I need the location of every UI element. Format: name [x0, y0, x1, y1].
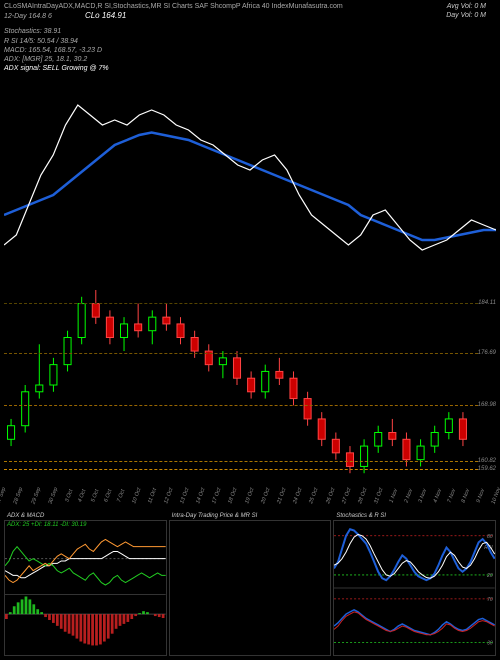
svg-text:30: 30	[487, 640, 493, 646]
chart-header: CLoSMAIntraDayADX,MACD,R SI,Stochastics,…	[4, 2, 496, 73]
adx-readout: ADX: 25 +DI: 18.11 -DI: 30.19	[7, 522, 86, 528]
intraday-panel: Intra-Day Trading Price & MR SI	[169, 520, 332, 656]
cls-value: CLo 164.91	[85, 11, 126, 20]
price-level-label: 160.82	[478, 458, 496, 464]
price-level-label: 159.62	[478, 466, 496, 472]
main-price-sma-chart	[4, 80, 496, 280]
macd: MACD: 165.54, 168.57, -3.23 D	[4, 46, 496, 55]
svg-text:20: 20	[486, 573, 493, 579]
adx-macd-panel: ADX & MACD ADX: 25 +DI: 18.11 -DI: 30.19	[4, 520, 167, 656]
svg-text:70: 70	[487, 597, 493, 603]
price-level-label: 184.11	[478, 300, 496, 306]
adx-signal: ADX signal: SELL Growing @ 7%	[4, 64, 496, 73]
candlestick-chart: 184.11 176.69 168.98 160.82 159.62	[4, 290, 496, 480]
adx: ADX: [MGR] 25, 18.1, 30.2	[4, 55, 496, 64]
svg-text:80: 80	[487, 534, 493, 540]
price-level-label: 168.98	[478, 402, 496, 408]
stochastics: Stochastics: 38.91	[4, 27, 496, 36]
legend-left: CLoSMAIntraDayADX,MACD,R SI,Stochastics,…	[4, 2, 343, 11]
day-sma: 12-Day 164.8 6 CLo 164.91	[4, 11, 496, 21]
avg-vol: Avg Vol: 0 M	[446, 2, 486, 11]
price-level-label: 176.69	[478, 350, 496, 356]
rsi: R SI 14/5: 50.54 / 38.94	[4, 37, 496, 46]
sub-panels: ADX & MACD ADX: 25 +DI: 18.11 -DI: 30.19…	[4, 520, 496, 656]
date-axis: 27 Sep28 Sep29 Sep30 Sep3 Oct4 Oct5 Oct6…	[4, 485, 496, 515]
stoch-rsi-panel: Stochastics & R SI 8020RSI7030	[333, 520, 496, 656]
day-vol: Day Vol: 0 M	[446, 11, 486, 20]
